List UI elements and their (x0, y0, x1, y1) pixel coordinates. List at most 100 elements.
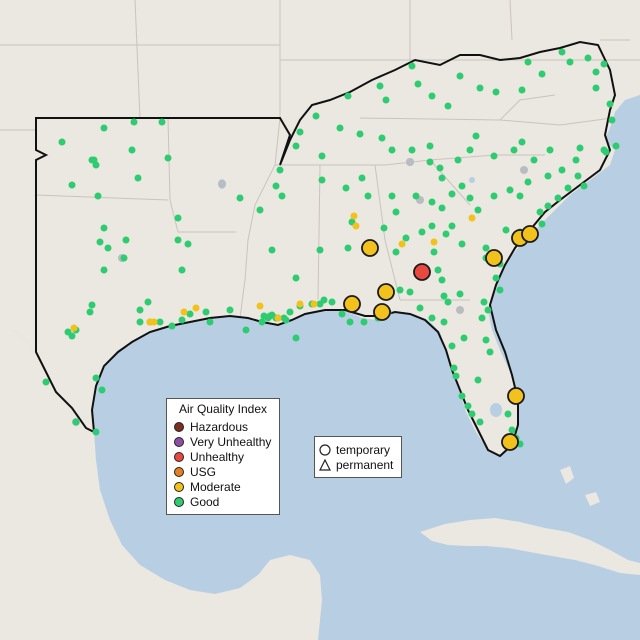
monitor-marker[interactable] (608, 116, 616, 124)
monitor-marker[interactable] (128, 146, 136, 154)
monitor-marker[interactable] (358, 174, 366, 182)
monitor-marker[interactable] (438, 204, 446, 212)
monitor-marker[interactable] (86, 308, 94, 316)
monitor-marker[interactable] (450, 364, 458, 372)
monitor-marker[interactable] (478, 314, 486, 322)
monitor-marker[interactable] (490, 192, 498, 200)
monitor-marker[interactable] (592, 84, 600, 92)
monitor-marker[interactable] (574, 172, 582, 180)
monitor-marker[interactable] (70, 324, 78, 332)
monitor-marker[interactable] (434, 266, 442, 274)
monitor-marker[interactable] (202, 308, 210, 316)
monitor-marker[interactable] (88, 156, 96, 164)
monitor-marker[interactable] (518, 86, 526, 94)
monitor-marker[interactable] (520, 166, 528, 174)
monitor-marker[interactable] (120, 254, 128, 262)
monitor-marker[interactable] (464, 402, 472, 410)
temporary-monitor-marker[interactable] (413, 263, 431, 281)
monitor-marker[interactable] (318, 152, 326, 160)
monitor-marker[interactable] (406, 288, 414, 296)
monitor-marker[interactable] (466, 194, 474, 202)
temporary-monitor-marker[interactable] (485, 249, 503, 267)
monitor-marker[interactable] (544, 202, 552, 210)
monitor-marker[interactable] (346, 318, 354, 326)
monitor-marker[interactable] (382, 96, 390, 104)
monitor-marker[interactable] (584, 54, 592, 62)
monitor-marker[interactable] (430, 248, 438, 256)
monitor-marker[interactable] (164, 154, 172, 162)
monitor-marker[interactable] (456, 290, 464, 298)
monitor-marker[interactable] (352, 222, 360, 230)
monitor-marker[interactable] (426, 158, 434, 166)
monitor-marker[interactable] (572, 156, 580, 164)
monitor-marker[interactable] (510, 146, 518, 154)
monitor-marker[interactable] (98, 386, 106, 394)
monitor-marker[interactable] (122, 236, 130, 244)
monitor-marker[interactable] (524, 58, 532, 66)
monitor-marker[interactable] (136, 306, 144, 314)
monitor-marker[interactable] (428, 314, 436, 322)
monitor-marker[interactable] (42, 378, 50, 386)
monitor-marker[interactable] (318, 176, 326, 184)
monitor-marker[interactable] (292, 334, 300, 342)
monitor-marker[interactable] (96, 238, 104, 246)
monitor-marker[interactable] (272, 182, 280, 190)
monitor-marker[interactable] (576, 144, 584, 152)
monitor-marker[interactable] (268, 246, 276, 254)
monitor-marker[interactable] (474, 206, 482, 214)
monitor-marker[interactable] (448, 190, 456, 198)
monitor-marker[interactable] (426, 142, 434, 150)
monitor-marker[interactable] (530, 156, 538, 164)
monitor-marker[interactable] (536, 208, 544, 216)
monitor-marker[interactable] (480, 298, 488, 306)
monitor-marker[interactable] (440, 292, 448, 300)
monitor-marker[interactable] (58, 138, 66, 146)
monitor-marker[interactable] (92, 428, 100, 436)
temporary-monitor-marker[interactable] (343, 295, 361, 313)
monitor-marker[interactable] (554, 194, 562, 202)
monitor-marker[interactable] (226, 306, 234, 314)
monitor-marker[interactable] (92, 161, 100, 169)
monitor-marker[interactable] (418, 228, 426, 236)
monitor-marker[interactable] (468, 214, 476, 222)
monitor-marker[interactable] (442, 230, 450, 238)
monitor-marker[interactable] (312, 112, 320, 120)
monitor-marker[interactable] (130, 118, 138, 126)
monitor-marker[interactable] (174, 214, 182, 222)
monitor-marker[interactable] (458, 240, 466, 248)
monitor-marker[interactable] (264, 314, 272, 322)
monitor-marker[interactable] (72, 418, 80, 426)
monitor-marker[interactable] (538, 220, 546, 228)
monitor-marker[interactable] (158, 118, 166, 126)
temporary-monitor-marker[interactable] (361, 239, 379, 257)
monitor-marker[interactable] (518, 138, 526, 146)
monitor-marker[interactable] (336, 124, 344, 132)
monitor-marker[interactable] (580, 182, 588, 190)
monitor-marker[interactable] (416, 304, 424, 312)
monitor-marker[interactable] (482, 336, 490, 344)
monitor-marker[interactable] (144, 298, 152, 306)
monitor-marker[interactable] (338, 310, 346, 318)
monitor-marker[interactable] (206, 318, 214, 326)
monitor-marker[interactable] (256, 206, 264, 214)
monitor-marker[interactable] (180, 308, 188, 316)
monitor-marker[interactable] (558, 166, 566, 174)
monitor-marker[interactable] (186, 310, 194, 318)
monitor-marker[interactable] (278, 192, 286, 200)
monitor-marker[interactable] (408, 62, 416, 70)
monitor-marker[interactable] (496, 286, 504, 294)
monitor-marker[interactable] (68, 181, 76, 189)
monitor-marker[interactable] (524, 178, 532, 186)
monitor-marker[interactable] (258, 318, 266, 326)
monitor-marker[interactable] (100, 124, 108, 132)
monitor-marker[interactable] (454, 156, 462, 164)
monitor-marker[interactable] (256, 302, 264, 310)
monitor-marker[interactable] (448, 342, 456, 350)
monitor-marker[interactable] (398, 240, 406, 248)
monitor-marker[interactable] (184, 240, 192, 248)
monitor-marker[interactable] (378, 134, 386, 142)
monitor-marker[interactable] (476, 84, 484, 92)
monitor-marker[interactable] (502, 226, 510, 234)
monitor-marker[interactable] (242, 326, 250, 334)
monitor-marker[interactable] (388, 146, 396, 154)
